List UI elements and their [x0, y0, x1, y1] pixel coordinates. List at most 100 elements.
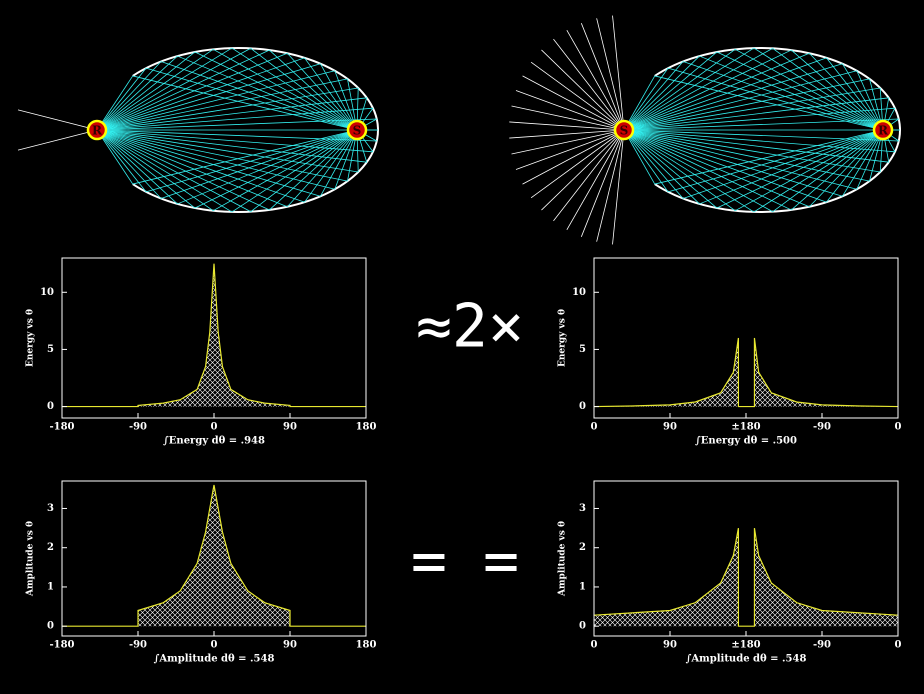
ray: [96, 129, 251, 213]
ray: [623, 107, 895, 131]
x-tick-label: -90: [129, 640, 147, 651]
escape-ray: [553, 129, 625, 222]
y-tick-label: 0: [579, 401, 586, 412]
ray: [177, 129, 358, 205]
escape-ray: [522, 129, 625, 185]
x-tick-label: -90: [813, 640, 831, 651]
ray: [194, 51, 358, 131]
x-tick-label: -180: [49, 422, 74, 433]
ray: [96, 129, 162, 199]
ray: [334, 129, 358, 190]
escape-ray: [515, 90, 625, 131]
ray: [623, 78, 870, 131]
x-tick-label: -180: [49, 640, 74, 651]
ray: [96, 67, 147, 131]
escape-ray: [17, 109, 98, 131]
focus-marker: [872, 119, 894, 141]
escape-ray: [580, 129, 625, 237]
ray: [96, 129, 270, 211]
ray: [96, 51, 196, 131]
escape-ray: [530, 129, 625, 199]
ray: [809, 52, 884, 131]
ray: [699, 129, 884, 205]
ray: [667, 67, 884, 131]
area-fill: [594, 528, 898, 627]
ray: [96, 61, 162, 131]
ray: [96, 129, 373, 153]
ray: [96, 47, 233, 131]
ray: [231, 47, 358, 131]
curve: [62, 263, 366, 408]
ray: [716, 129, 884, 209]
ray: [623, 129, 669, 193]
y-tick-label: 5: [579, 344, 586, 355]
focus-marker: [86, 119, 108, 141]
ray: [96, 78, 348, 131]
curve: [62, 484, 366, 627]
ray: [623, 129, 718, 209]
y-tick-label: 0: [47, 621, 54, 632]
ray: [623, 129, 736, 212]
y-tick-label: 1: [47, 581, 54, 592]
ray: [623, 48, 736, 131]
ray: [212, 48, 358, 131]
x-tick-label: ±180: [731, 422, 760, 433]
ray: [96, 49, 270, 131]
ray: [96, 118, 377, 131]
ray: [250, 129, 358, 212]
escape-ray: [566, 129, 625, 230]
ray: [96, 63, 321, 131]
escape-ray: [511, 129, 625, 155]
ray: [772, 129, 884, 212]
ray: [269, 129, 358, 211]
y-axis-label: Amplitude vs θ: [26, 521, 36, 597]
focus-label: S: [620, 124, 629, 138]
y-tick-label: 3: [579, 503, 586, 514]
escape-ray: [17, 129, 98, 151]
escape-ray: [509, 129, 625, 139]
ray: [320, 63, 358, 131]
ray: [735, 48, 884, 131]
ray: [623, 51, 718, 131]
x-tick-label: 0: [211, 422, 218, 433]
ray: [96, 129, 134, 185]
y-tick-label: 0: [47, 401, 54, 412]
area-fill: [62, 484, 366, 627]
ray: [623, 47, 755, 131]
curve: [593, 337, 899, 408]
ray: [96, 70, 335, 131]
ray: [96, 48, 214, 131]
ray: [623, 129, 857, 190]
x-tick-label: ±180: [731, 640, 760, 651]
ray: [716, 51, 884, 131]
y-tick-label: 3: [47, 503, 54, 514]
ray: [791, 129, 884, 211]
ray: [194, 129, 358, 209]
escape-ray: [509, 121, 625, 131]
y-axis-label: Energy vs θ: [26, 309, 36, 367]
ray: [160, 129, 358, 199]
ray: [96, 129, 359, 173]
area-fill: [62, 263, 366, 407]
focus-label: S: [353, 124, 362, 138]
ray: [623, 129, 684, 199]
y-axis-label: Energy vs θ: [558, 309, 568, 367]
ray: [623, 87, 881, 131]
ray: [682, 61, 884, 131]
ray: [667, 129, 884, 193]
ray: [269, 49, 358, 131]
escape-ray: [553, 38, 625, 131]
ray: [735, 129, 884, 212]
ray: [842, 129, 884, 197]
x-tick-label: 180: [356, 422, 377, 433]
plot-frame: [593, 257, 899, 419]
x-tick-label: 0: [895, 422, 902, 433]
ray: [96, 97, 367, 131]
ray: [623, 129, 827, 203]
escape-ray: [612, 129, 625, 245]
y-tick-label: 2: [47, 542, 54, 553]
ray: [250, 48, 358, 131]
escape-ray: [541, 49, 625, 131]
y-tick-label: 10: [40, 287, 54, 298]
ray: [623, 97, 889, 131]
